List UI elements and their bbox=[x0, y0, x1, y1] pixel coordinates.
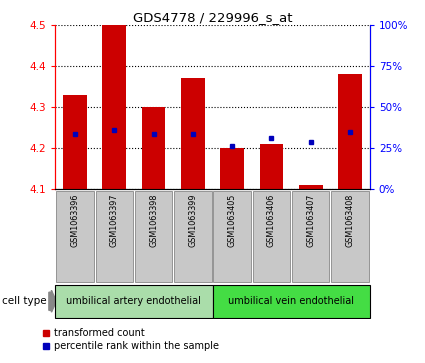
Bar bbox=[174, 191, 212, 282]
Bar bbox=[332, 191, 369, 282]
Bar bbox=[299, 185, 323, 189]
Bar bbox=[338, 74, 362, 189]
Bar bbox=[142, 107, 165, 189]
Bar bbox=[56, 191, 94, 282]
Text: GSM1063405: GSM1063405 bbox=[228, 193, 237, 247]
Bar bbox=[181, 78, 204, 189]
Bar bbox=[63, 95, 87, 189]
Bar bbox=[135, 191, 172, 282]
Text: GSM1063396: GSM1063396 bbox=[71, 193, 79, 247]
Text: GSM1063407: GSM1063407 bbox=[306, 193, 315, 247]
Title: GDS4778 / 229996_s_at: GDS4778 / 229996_s_at bbox=[133, 11, 292, 24]
Bar bbox=[102, 25, 126, 189]
Bar bbox=[253, 191, 290, 282]
Bar bbox=[220, 148, 244, 189]
Text: GSM1063406: GSM1063406 bbox=[267, 193, 276, 247]
Bar bbox=[260, 144, 283, 189]
Text: umbilical vein endothelial: umbilical vein endothelial bbox=[228, 296, 354, 306]
Text: GSM1063399: GSM1063399 bbox=[188, 193, 197, 247]
Text: GSM1063397: GSM1063397 bbox=[110, 193, 119, 247]
FancyArrow shape bbox=[49, 290, 57, 312]
Text: GSM1063408: GSM1063408 bbox=[346, 193, 354, 247]
Bar bbox=[213, 191, 251, 282]
Text: umbilical artery endothelial: umbilical artery endothelial bbox=[66, 296, 201, 306]
Bar bbox=[212, 285, 370, 318]
Bar bbox=[292, 191, 329, 282]
Text: GSM1063398: GSM1063398 bbox=[149, 193, 158, 247]
Text: cell type: cell type bbox=[2, 296, 47, 306]
Bar bbox=[55, 285, 212, 318]
Legend: transformed count, percentile rank within the sample: transformed count, percentile rank withi… bbox=[39, 324, 223, 355]
Bar bbox=[96, 191, 133, 282]
